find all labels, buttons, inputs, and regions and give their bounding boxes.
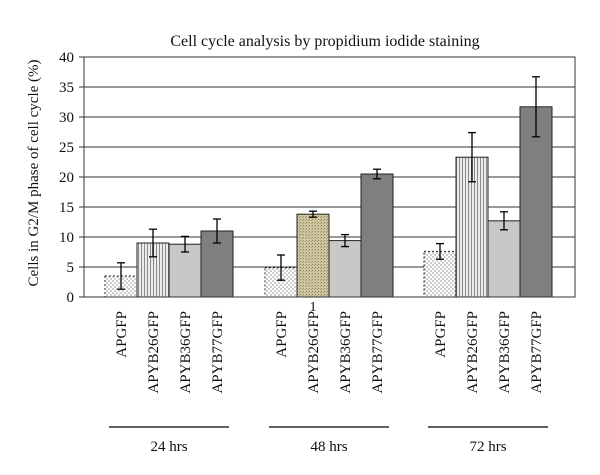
y-tick-label: 10 [59,230,74,246]
bars [104,106,553,298]
y-tick-label: 0 [67,290,75,306]
group-labels: 24 hrs 48 hrs 72 hrs [109,426,548,455]
plot-frame [83,56,576,298]
x-category-label: APYB36GFP [497,311,513,394]
bar [519,106,553,298]
x-category-label: APGFP [433,311,449,358]
x-category-label: APYB36GFP [178,311,194,394]
group-label: 24 hrs [150,439,187,455]
x-category-label: APGFP [114,311,130,358]
y-axis-label: Cells in G2/M phase of cell cycle (%) [26,59,42,286]
bar [487,220,521,298]
x-category-label: APYB26GFP [465,311,481,394]
bar [360,173,394,298]
annotation-label: 1 [310,300,317,315]
y-ticks: 0 5 10 15 20 25 30 35 40 [59,50,84,306]
x-category-label: APYB26GFP [306,311,322,394]
x-category-label: APGFP [274,311,290,358]
x-category-label: APYB77GFP [370,311,386,394]
y-tick-label: 35 [59,80,74,96]
x-category-label: APYB36GFP [338,311,354,394]
group-label: 72 hrs [469,439,506,455]
bar [296,213,330,298]
group-label: 48 hrs [310,439,347,455]
chart-title: Cell cycle analysis by propidium iodide … [170,33,479,50]
y-tick-label: 25 [59,140,74,156]
y-tick-label: 40 [59,50,74,66]
x-category-label: APYB77GFP [210,311,226,394]
bar [328,240,362,298]
x-category-labels: APGFP APYB26GFP APYB36GFP APYB77GFP APGFP APY… [114,311,545,394]
gridlines [84,86,575,268]
y-tick-label: 20 [59,170,74,186]
y-tick-label: 30 [59,110,74,126]
x-category-label: APYB26GFP [146,311,162,394]
error-bars [117,76,540,290]
x-category-label: APYB77GFP [529,311,545,394]
y-tick-label: 15 [59,200,74,216]
y-tick-label: 5 [67,260,75,276]
